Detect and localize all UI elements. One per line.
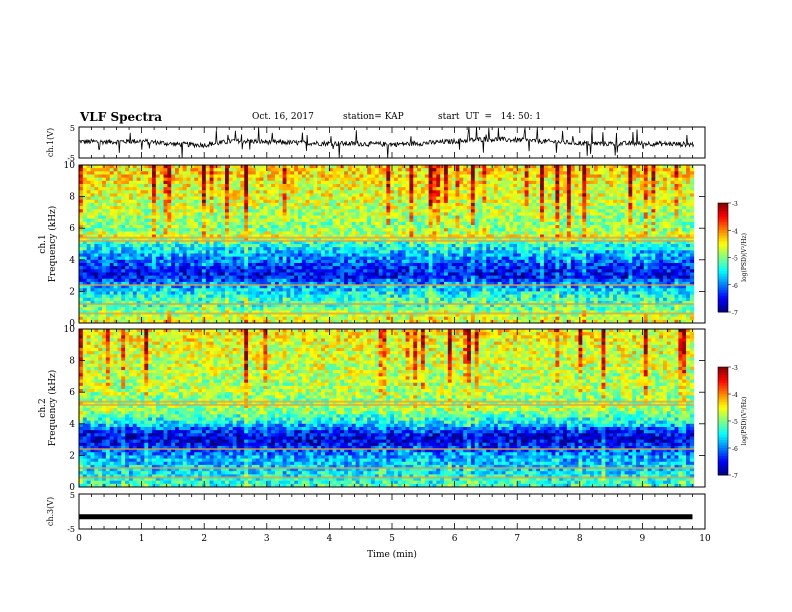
colorbar-tick-label: -7: [732, 310, 738, 317]
date-label: Oct. 16, 2017: [252, 112, 314, 122]
y-tick-label: 0: [69, 483, 75, 493]
x-tick-label: 8: [577, 534, 583, 544]
y-tick-label: 2: [69, 287, 75, 297]
y-axis-label: ch.3(V): [46, 497, 55, 526]
x-tick-label: 6: [452, 534, 458, 544]
emission-band: [79, 284, 694, 287]
emission-band: [79, 400, 694, 403]
colorbar-tick-label: -3: [732, 365, 738, 372]
y-tick-label: 6: [69, 388, 75, 398]
ch1-waveform-line: [78, 126, 695, 159]
emission-band: [79, 239, 694, 242]
y-tick-label: -5: [67, 154, 75, 163]
y-tick-label: 2: [69, 451, 75, 461]
x-tick-label: 0: [76, 534, 82, 544]
empty-region: [693, 165, 705, 323]
colorbar-tick-label: -7: [732, 473, 738, 480]
ch1-waveform-panel: [78, 126, 695, 159]
emission-band: [79, 467, 694, 470]
colorbar-tick-label: -5: [732, 256, 738, 263]
emission-band: [79, 303, 694, 306]
y-tick-label: 6: [69, 224, 75, 234]
x-tick-label: 3: [264, 534, 270, 544]
colorbar-ch2: [717, 366, 731, 476]
emission-band: [79, 448, 694, 451]
emission-band: [79, 236, 694, 239]
chart-title: VLF Spectra: [80, 110, 163, 124]
y-tick-label: 0: [69, 319, 75, 329]
ch2-spectrogram-panel: [79, 328, 705, 488]
channel-label: ch.1: [38, 234, 48, 253]
y-tick-label: 10: [64, 325, 76, 335]
y-tick-label: 8: [69, 193, 75, 203]
colorbar-label: log(PSD)(V²/Hz): [741, 397, 748, 446]
y-axis-label: ch.1(V): [46, 128, 55, 157]
y-tick-label: 10: [64, 161, 76, 171]
colorbar-tick-label: -6: [732, 446, 738, 453]
emission-band: [79, 476, 694, 479]
emission-band: [79, 403, 694, 406]
y-tick-label: -5: [67, 525, 75, 534]
y-tick-label: 4: [69, 256, 75, 266]
colorbar-ch1: [717, 202, 731, 313]
y-tick-label: 5: [70, 491, 75, 500]
x-tick-label: 1: [139, 534, 145, 544]
colorbar-label: log(PSD)(V²/Hz): [741, 233, 748, 282]
x-tick-label: 9: [640, 534, 646, 544]
ch1-spectrogram-panel: [79, 164, 705, 324]
x-tick-label: 4: [327, 534, 333, 544]
y-tick-label: 8: [69, 357, 75, 367]
x-tick-label: 5: [389, 534, 395, 544]
colorbar-tick-label: -4: [732, 228, 738, 235]
y-axis-label: Frequency (kHz): [47, 206, 58, 283]
y-tick-label: 4: [69, 420, 75, 430]
colorbar-tick-label: -5: [732, 419, 738, 426]
x-axis-label: Time (min): [367, 549, 417, 560]
y-tick-label: 5: [70, 124, 75, 133]
emission-band: [79, 312, 694, 315]
x-tick-label: 7: [514, 534, 520, 544]
station-label: station= KAP: [343, 112, 404, 122]
x-tick-label: 10: [699, 534, 711, 544]
y-axis-label: Frequency (kHz): [47, 370, 58, 447]
colorbar-tick-label: -6: [732, 283, 738, 290]
x-tick-label: 2: [201, 534, 207, 544]
colorbar-tick-label: -3: [732, 201, 738, 208]
empty-region: [693, 329, 705, 487]
colorbar-tick-label: -4: [732, 392, 738, 399]
channel-label: ch.2: [38, 398, 48, 417]
start-time-label: start UT = 14: 50: 1: [438, 112, 542, 122]
